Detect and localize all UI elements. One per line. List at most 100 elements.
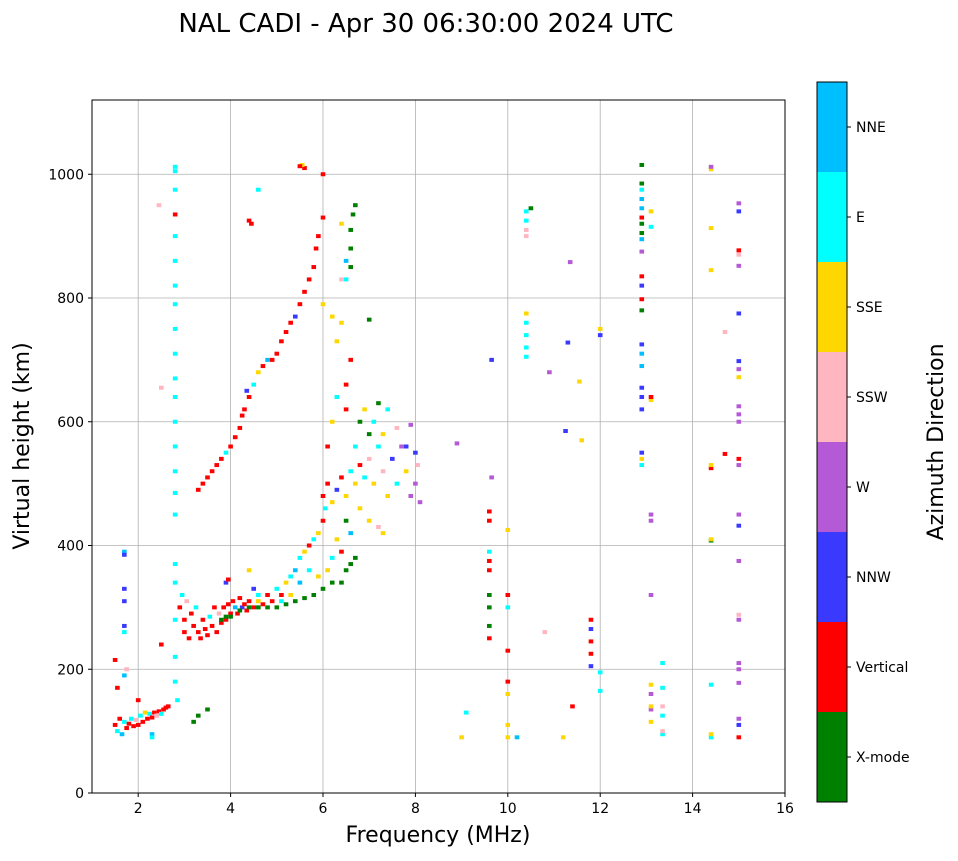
data-point-w: [736, 512, 742, 517]
data-point-w: [408, 422, 414, 427]
data-point-sse: [329, 314, 335, 319]
y-axis-label: Virtual height (km): [10, 342, 35, 549]
data-point-e: [223, 450, 229, 455]
data-point-ssw: [380, 469, 386, 474]
data-point-nnw: [639, 385, 645, 390]
data-point-sse: [362, 407, 367, 412]
data-point-x-mode: [219, 617, 224, 622]
data-point-e: [597, 688, 603, 693]
data-point-vertical: [339, 475, 344, 480]
data-point-vertical: [242, 407, 247, 412]
data-point-x-mode: [292, 599, 298, 604]
data-point-e: [122, 719, 127, 724]
data-point-w: [489, 475, 494, 480]
colorbar-tick-label: X-mode: [856, 750, 910, 766]
data-point-x-mode: [348, 562, 354, 567]
data-point-x-mode: [265, 605, 270, 610]
chart-title: NAL CADI - Apr 30 06:30:00 2024 UTC: [178, 9, 673, 39]
data-point-nne: [122, 549, 127, 554]
data-point-x-mode: [639, 221, 645, 226]
data-point-e: [348, 469, 354, 474]
data-point-vertical: [505, 593, 511, 597]
data-point-w: [399, 444, 404, 449]
data-point-vertical: [639, 215, 645, 220]
colorbar-segment-ssw: [817, 352, 847, 442]
data-point-vertical: [316, 234, 321, 239]
data-point-x-mode: [256, 605, 261, 610]
data-point-sse: [648, 719, 654, 724]
data-point-sse: [708, 226, 714, 231]
data-point-ssw: [159, 385, 164, 390]
data-point-w: [639, 249, 645, 254]
data-point-nnw: [736, 209, 742, 214]
data-point-vertical: [487, 518, 492, 523]
data-point-vertical: [191, 623, 196, 628]
data-point-w: [736, 667, 742, 672]
data-point-ssw: [722, 330, 728, 335]
colorbar-segment-nnw: [817, 532, 847, 622]
data-point-vertical: [225, 602, 231, 607]
data-point-x-mode: [348, 265, 354, 270]
data-point-nne: [292, 568, 298, 573]
data-point-e: [334, 395, 340, 399]
data-point-vertical: [260, 602, 266, 607]
data-point-e: [172, 419, 178, 424]
data-point-vertical: [246, 218, 252, 223]
data-point-x-mode: [237, 608, 243, 613]
data-point-x-mode: [639, 231, 645, 236]
data-point-vertical: [325, 444, 330, 449]
data-point-vertical: [648, 395, 654, 399]
data-point-x-mode: [376, 401, 381, 406]
data-point-vertical: [124, 726, 129, 731]
data-point-vertical: [219, 620, 224, 625]
data-point-e: [274, 586, 280, 591]
data-point-e: [256, 593, 261, 597]
data-point-e: [172, 490, 178, 495]
data-point-e: [149, 735, 155, 740]
data-point-sse: [708, 732, 714, 737]
data-point-sse: [708, 167, 714, 172]
data-point-vertical: [182, 617, 187, 622]
data-point-vertical: [131, 724, 136, 729]
data-point-sse: [283, 580, 289, 585]
data-point-vertical: [212, 605, 217, 610]
data-point-e: [147, 711, 153, 716]
data-point-sse: [256, 599, 261, 604]
data-point-nnw: [736, 311, 742, 316]
data-point-vertical: [246, 395, 252, 399]
data-point-vertical: [214, 630, 220, 635]
data-point-e: [172, 679, 178, 684]
data-point-x-mode: [487, 623, 492, 628]
data-point-w: [648, 512, 654, 517]
data-point-vertical: [244, 608, 250, 613]
x-tick-label: 16: [776, 801, 794, 817]
colorbar-segment-w: [817, 442, 847, 532]
x-tick-label: 6: [319, 801, 328, 817]
data-point-nne: [232, 605, 238, 610]
data-point-nnw: [122, 552, 127, 557]
data-point-vertical: [251, 605, 256, 610]
data-point-sse: [339, 221, 344, 226]
colorbar-frame: [816, 81, 848, 803]
data-point-vertical: [200, 481, 206, 486]
data-point-vertical: [235, 611, 240, 616]
data-point-w: [736, 412, 742, 417]
data-point-w: [736, 716, 742, 721]
data-point-vertical: [209, 469, 215, 474]
data-point-w: [736, 404, 742, 409]
data-point-vertical: [302, 289, 307, 294]
data-point-e: [172, 302, 178, 307]
data-point-e: [172, 395, 178, 399]
data-point-vertical: [156, 709, 162, 714]
data-point-w: [736, 558, 742, 563]
data-point-vertical: [269, 357, 275, 362]
data-point-vertical: [487, 568, 492, 573]
data-point-e: [172, 654, 178, 659]
colorbar-tick-label: W: [856, 480, 870, 496]
data-point-vertical: [112, 657, 118, 662]
data-point-vertical: [283, 330, 289, 335]
data-point-e: [362, 475, 367, 480]
data-point-sse: [288, 593, 293, 597]
data-point-w: [648, 593, 654, 597]
data-point-w: [547, 370, 552, 375]
